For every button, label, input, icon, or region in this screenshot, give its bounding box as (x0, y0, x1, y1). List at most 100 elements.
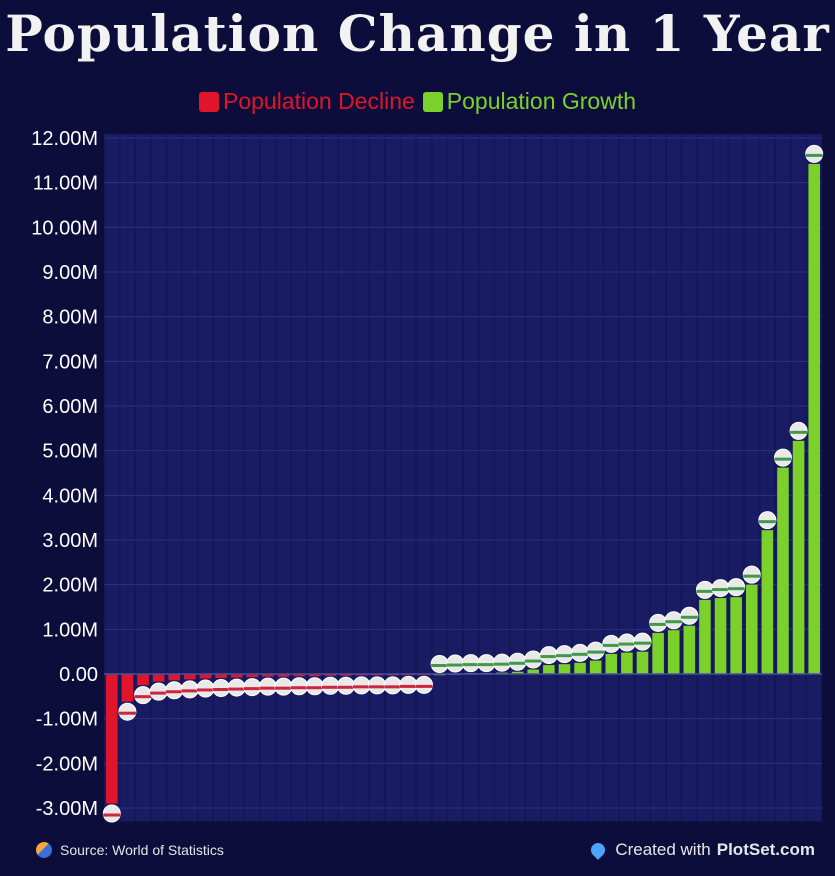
y-tick-label: 5.00M (42, 441, 98, 463)
flag-stripe (509, 661, 527, 665)
flag-stripe (493, 662, 511, 666)
column-stripe (214, 134, 228, 822)
bar (667, 630, 680, 674)
flag-stripe (587, 650, 605, 654)
legend-item-decline: Population Decline (198, 88, 415, 115)
column-stripe (136, 134, 150, 822)
column-stripe (307, 134, 322, 822)
y-tick-label: 7.00M (42, 351, 98, 373)
column-stripe (245, 134, 260, 822)
bar (324, 674, 337, 676)
flag-stripe (618, 642, 636, 646)
flag-stripe (680, 615, 698, 619)
flag-stripe (805, 153, 823, 157)
created-with-text: Created with (615, 840, 711, 859)
legend-swatch-growth (422, 91, 443, 112)
y-tick-label: -1.00M (36, 709, 98, 731)
flag-stripe (353, 685, 371, 689)
y-tick-label: 9.00M (42, 262, 98, 284)
column-stripe (183, 134, 197, 822)
flag-stripe (243, 687, 261, 691)
flag-stripe (665, 620, 683, 624)
bar (777, 467, 789, 674)
source-text: Source: World of Statistics (60, 842, 224, 858)
y-tick-label: 12.00M (31, 128, 98, 150)
flag-stripe (399, 684, 417, 688)
flag-stripe (477, 663, 495, 667)
flag-stripe (634, 641, 651, 645)
column-stripe (448, 134, 462, 822)
column-stripe (370, 134, 384, 822)
flag-stripe (103, 813, 121, 817)
flag-stripe (196, 688, 214, 692)
bar (527, 669, 540, 674)
flag-stripe (165, 690, 183, 694)
legend-label-decline: Population Decline (222, 88, 415, 114)
flag-stripe (743, 574, 761, 578)
bar (184, 674, 196, 680)
column-stripe (261, 134, 275, 822)
flag-stripe (571, 652, 589, 656)
bar (792, 440, 805, 674)
flag-stripe (212, 688, 230, 692)
column-stripe (510, 134, 525, 822)
flag-stripe (524, 659, 542, 663)
plotset-credit[interactable]: Created with PlotSet.com (588, 840, 815, 860)
bar (745, 584, 758, 674)
flag-stripe (150, 691, 168, 695)
column-stripe (120, 134, 135, 822)
y-tick-label: 4.00M (42, 485, 98, 507)
flag-stripe (181, 689, 199, 693)
flag-stripe (134, 695, 152, 699)
bar (683, 625, 696, 674)
column-stripe (385, 134, 400, 822)
bar (574, 662, 586, 674)
column-stripe (198, 134, 213, 822)
legend-swatch-decline (198, 91, 219, 112)
flag-stripe (431, 664, 449, 667)
bar (106, 674, 118, 804)
flag-stripe (758, 520, 776, 524)
y-tick-label: 10.00M (31, 217, 98, 239)
flag-stripe (696, 589, 714, 593)
legend-item-growth: Population Growth (422, 88, 636, 115)
plotset-brand[interactable]: PlotSet.com (716, 840, 815, 859)
flag-stripe (712, 588, 730, 592)
y-tick-label: -3.00M (36, 798, 98, 820)
bar (137, 674, 149, 686)
bar (308, 674, 321, 677)
bar (589, 660, 602, 674)
column-stripe (401, 134, 416, 822)
bar (511, 671, 524, 674)
flag-stripe (790, 430, 808, 434)
column-stripe (354, 134, 369, 822)
flag-stripe (118, 711, 136, 715)
bar (699, 599, 711, 674)
flag-stripe (555, 654, 573, 658)
flag-stripe (462, 663, 480, 667)
column-stripe (105, 134, 119, 822)
bar (152, 674, 165, 682)
y-tick-label: 0.00 (59, 664, 98, 686)
source-credit: Source: World of Statistics (36, 842, 224, 858)
bar (246, 674, 259, 678)
column-stripe (417, 134, 431, 822)
column-stripe (292, 134, 306, 822)
flag-stripe (290, 686, 308, 690)
bar (293, 674, 305, 677)
location-pin-icon (588, 840, 609, 860)
column-stripe (526, 134, 541, 822)
bar (558, 664, 571, 674)
bar (761, 530, 774, 674)
column-stripe (167, 134, 182, 822)
column-stripe (323, 134, 338, 822)
bar (636, 651, 649, 674)
bar (230, 674, 243, 678)
column-stripe (495, 134, 509, 822)
flag-stripe (337, 685, 355, 689)
y-tick-label: 2.00M (42, 575, 98, 597)
legend: Population Decline Population Growth (0, 88, 835, 115)
flag-stripe (415, 684, 433, 688)
bar (199, 674, 212, 679)
